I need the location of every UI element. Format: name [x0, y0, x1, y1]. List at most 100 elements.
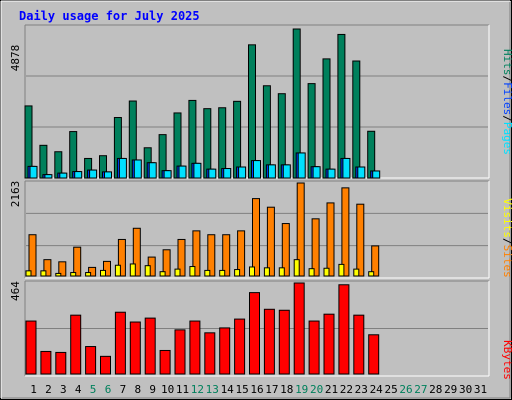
- bar-sites-4: [73, 246, 82, 277]
- bar-pages-14: [223, 168, 232, 179]
- bar-kbytes-23: [353, 314, 365, 375]
- legend-sep-1: /: [501, 76, 512, 83]
- bar-pages-4: [74, 171, 83, 179]
- day-label-4: 4: [75, 383, 82, 396]
- bar-pages-7: [118, 157, 127, 179]
- day-label-29: 29: [444, 383, 457, 396]
- bar-sites-11: [177, 238, 186, 277]
- bar-hits-4: [69, 131, 78, 179]
- bar-sites-21: [326, 202, 335, 277]
- bar-pages-23: [357, 166, 366, 179]
- day-label-9: 9: [149, 383, 156, 396]
- bar-visits-3: [55, 272, 62, 277]
- bar-sites-18: [281, 223, 290, 277]
- bar-pages-2: [44, 174, 53, 179]
- day-label-30: 30: [459, 383, 472, 396]
- bar-visits-11: [174, 268, 181, 277]
- bars: [24, 28, 381, 375]
- bar-pages-20: [312, 166, 321, 179]
- bar-sites-23: [356, 203, 365, 277]
- panels: [24, 24, 490, 377]
- day-label-1: 1: [30, 383, 37, 396]
- bar-sites-22: [341, 187, 350, 277]
- bar-sites-14: [222, 234, 231, 277]
- day-label-28: 28: [429, 383, 442, 396]
- bar-kbytes-1: [25, 320, 37, 375]
- day-label-2: 2: [45, 383, 52, 396]
- legend-visits-sites: Visits/Sites: [501, 198, 512, 278]
- day-label-5: 5: [90, 383, 97, 396]
- bar-pages-1: [29, 165, 38, 179]
- bar-visits-2: [40, 270, 47, 277]
- bar-pages-9: [148, 162, 157, 179]
- bar-visits-4: [70, 272, 77, 277]
- day-label-14: 14: [221, 383, 235, 396]
- bar-kbytes-19: [293, 282, 305, 375]
- bar-pages-5: [89, 169, 98, 179]
- bar-hits-16: [248, 44, 256, 179]
- bar-pages-6: [104, 171, 112, 179]
- bar-visits-1: [25, 270, 32, 277]
- bar-visits-19: [293, 259, 300, 277]
- day-label-19: 19: [295, 383, 308, 396]
- day-label-18: 18: [280, 383, 293, 396]
- bar-pages-13: [208, 168, 217, 179]
- legend-hits-files-pages: Hits/Files/Pages: [501, 49, 512, 155]
- legend-hits: Hits: [501, 49, 512, 76]
- bar-visits-5: [85, 272, 92, 277]
- bar-sites-1: [28, 234, 37, 277]
- bar-kbytes-21: [323, 313, 335, 375]
- bar-sites-15: [237, 230, 246, 277]
- bar-kbytes-16: [249, 292, 260, 375]
- day-label-20: 20: [310, 383, 323, 396]
- bar-sites-7: [117, 238, 126, 277]
- bar-visits-18: [278, 267, 285, 277]
- bar-kbytes-13: [204, 332, 216, 375]
- legend-sep-2: /: [501, 115, 512, 122]
- bar-kbytes-18: [278, 309, 290, 375]
- day-label-31: 31: [474, 383, 487, 396]
- bar-hits-14: [218, 107, 227, 179]
- bar-hits-13: [203, 108, 212, 179]
- bar-hits-20: [307, 83, 316, 179]
- bar-hits-15: [233, 100, 242, 179]
- bar-kbytes-15: [234, 318, 246, 375]
- bar-pages-3: [59, 172, 68, 179]
- bar-pages-17: [267, 164, 276, 179]
- legend-pages: Pages: [501, 122, 512, 155]
- bar-visits-6: [100, 269, 106, 277]
- day-label-11: 11: [176, 383, 189, 396]
- y-max-label-kbytes: 464: [9, 281, 22, 301]
- bar-pages-16: [253, 160, 261, 179]
- bar-sites-13: [207, 234, 216, 277]
- bar-sites-17: [266, 206, 275, 277]
- legend-kbytes: KBytes: [501, 340, 512, 380]
- bar-kbytes-9: [144, 317, 156, 375]
- day-label-6: 6: [105, 383, 112, 396]
- bar-visits-7: [114, 264, 121, 277]
- bar-visits-17: [263, 267, 270, 277]
- day-label-23: 23: [355, 383, 368, 396]
- bar-pages-18: [282, 164, 291, 179]
- bar-sites-19: [296, 182, 305, 277]
- bar-kbytes-17: [263, 308, 275, 375]
- bar-sites-20: [311, 218, 320, 277]
- bar-kbytes-10: [159, 349, 171, 375]
- bar-kbytes-2: [40, 350, 52, 375]
- bar-kbytes-11: [174, 329, 186, 375]
- bar-pages-11: [178, 165, 187, 179]
- bar-sites-2: [43, 259, 52, 277]
- bar-visits-22: [338, 263, 345, 277]
- y-max-label-hits: 4878: [9, 45, 22, 72]
- bar-pages-12: [193, 162, 202, 179]
- legend-kbytes-label: KBytes: [501, 340, 512, 380]
- bar-hits-23: [352, 60, 361, 179]
- legend-files: Files: [501, 82, 512, 115]
- legend-sep-3: /: [501, 238, 512, 245]
- day-label-10: 10: [161, 383, 174, 396]
- bar-hits-22: [337, 33, 346, 179]
- bar-kbytes-22: [338, 284, 350, 375]
- day-label-27: 27: [414, 383, 427, 396]
- bar-hits-2: [39, 144, 48, 179]
- bar-sites-8: [132, 227, 141, 277]
